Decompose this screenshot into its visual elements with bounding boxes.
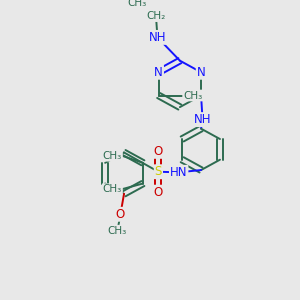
Text: NH: NH (149, 31, 166, 44)
Text: CH₃: CH₃ (103, 151, 122, 161)
Text: O: O (154, 186, 163, 199)
Text: N: N (197, 66, 206, 79)
Text: O: O (116, 208, 125, 221)
Text: CH₃: CH₃ (128, 0, 147, 8)
Text: CH₂: CH₂ (146, 11, 166, 21)
Text: CH₃: CH₃ (108, 226, 127, 236)
Text: HN: HN (170, 166, 188, 179)
Text: N: N (154, 66, 163, 79)
Text: NH: NH (194, 113, 211, 126)
Text: O: O (154, 145, 163, 158)
Text: S: S (155, 165, 162, 178)
Text: CH₃: CH₃ (183, 91, 203, 100)
Text: CH₃: CH₃ (103, 184, 122, 194)
